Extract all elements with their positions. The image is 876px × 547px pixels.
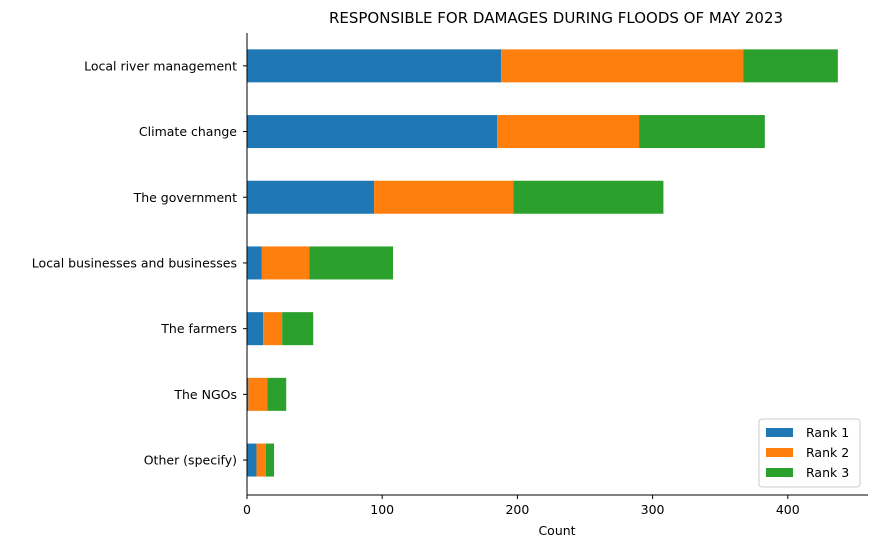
y-tick-label: Other (specify) [144, 453, 237, 468]
x-tick-label: 300 [641, 502, 665, 517]
x-tick-label: 200 [505, 502, 529, 517]
bar-climate-change-rank-3 [639, 115, 765, 149]
bar-the-ngos-rank-1 [247, 377, 249, 411]
x-ticks: 0 100 200 300 400 [243, 495, 800, 517]
legend-swatch-rank-3 [766, 468, 793, 477]
x-axis-label: Count [538, 523, 575, 538]
bar-local-river-management-rank-1 [247, 49, 502, 83]
bar-the-government-rank-3 [513, 180, 664, 214]
bar-the-farmers-rank-1 [247, 312, 264, 346]
chart-title: RESPONSIBLE FOR DAMAGES DURING FLOODS OF… [329, 9, 783, 27]
bar-other-specify-rank-1 [247, 443, 257, 477]
bar-other-specify-rank-2 [256, 443, 266, 477]
bar-the-ngos-rank-2 [248, 377, 268, 411]
legend: Rank 1 Rank 2 Rank 3 [758, 418, 861, 488]
x-tick-label: 0 [243, 502, 251, 517]
bar-other-specify-rank-3 [265, 443, 275, 477]
y-tick-label: The NGOs [173, 387, 237, 402]
bar-local-businesses-and-businesses-rank-2 [261, 246, 310, 280]
y-tick-label: Local businesses and businesses [32, 255, 237, 270]
y-tick-label: Local river management [84, 58, 237, 73]
bar-local-river-management-rank-3 [743, 49, 838, 83]
bar-the-ngos-rank-3 [267, 377, 287, 411]
bar-local-river-management-rank-2 [501, 49, 744, 83]
bar-local-businesses-and-businesses-rank-3 [309, 246, 394, 280]
legend-label-rank-3: Rank 3 [806, 465, 849, 480]
bars-group [247, 49, 838, 477]
y-tick-label: The government [133, 190, 238, 205]
x-tick-label: 400 [776, 502, 800, 517]
bar-local-businesses-and-businesses-rank-1 [247, 246, 262, 280]
y-tick-labels: Local river management Climate change The … [32, 58, 247, 468]
bar-climate-change-rank-1 [247, 115, 498, 149]
y-tick-label: The farmers [160, 321, 237, 336]
legend-label-rank-1: Rank 1 [806, 425, 849, 440]
bar-climate-change-rank-2 [497, 115, 640, 149]
legend-swatch-rank-2 [766, 448, 793, 457]
bar-the-government-rank-1 [247, 180, 375, 214]
legend-label-rank-2: Rank 2 [806, 445, 849, 460]
bar-the-farmers-rank-2 [263, 312, 283, 346]
legend-swatch-rank-1 [766, 428, 793, 437]
bar-the-farmers-rank-3 [282, 312, 314, 346]
y-tick-label: Climate change [139, 124, 237, 139]
bar-the-government-rank-2 [374, 180, 514, 214]
x-tick-label: 100 [370, 502, 394, 517]
